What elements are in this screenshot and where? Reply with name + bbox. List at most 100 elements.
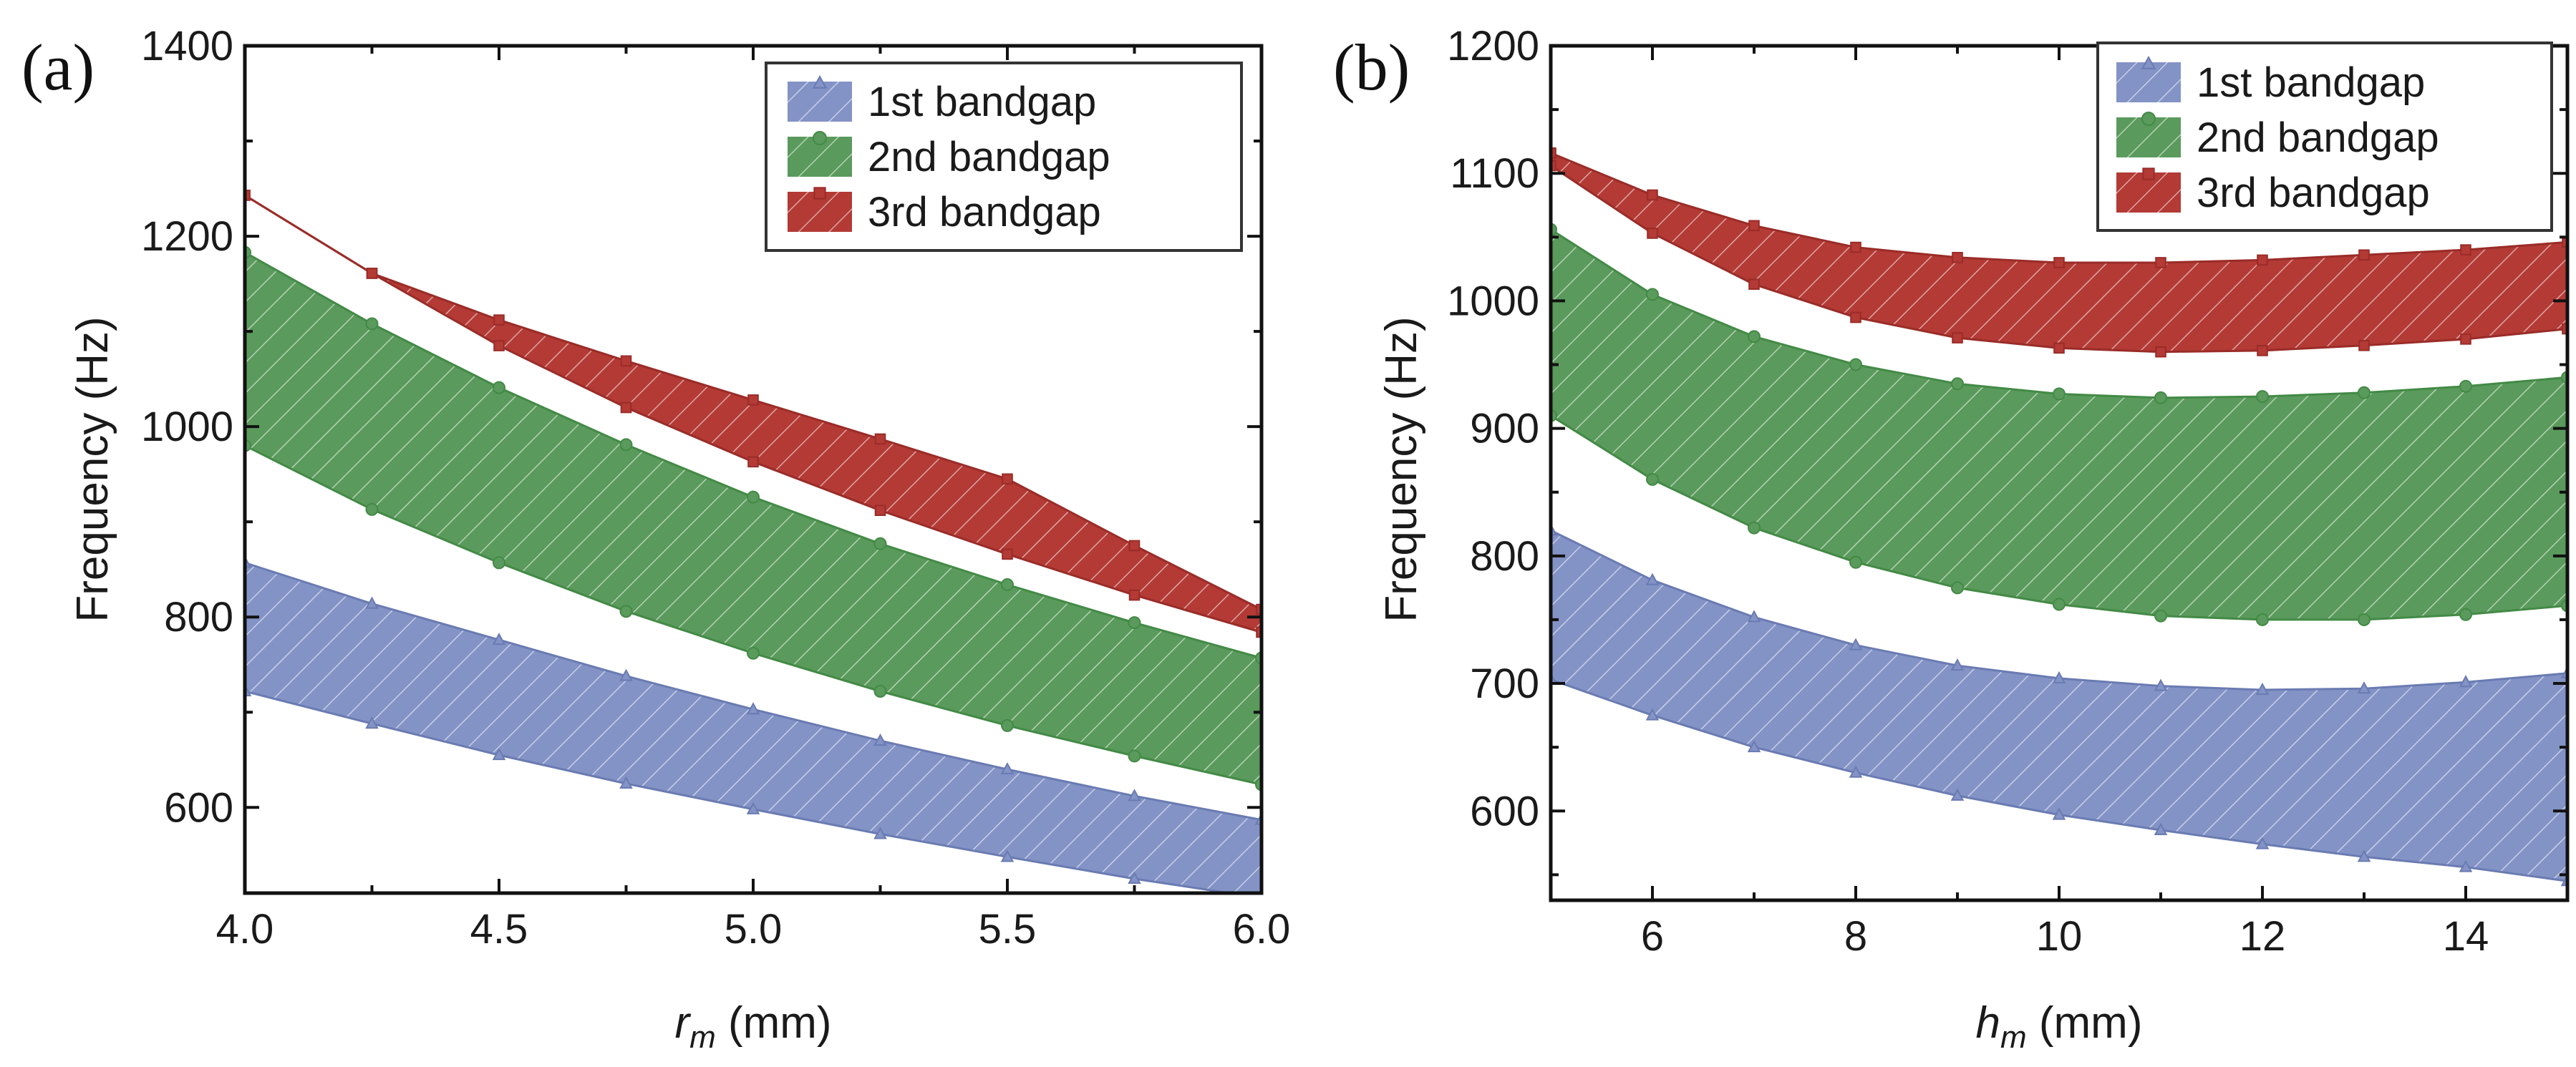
data-point-lower	[1128, 871, 1141, 885]
data-point-lower	[1849, 555, 1862, 569]
data-point-upper	[1748, 220, 1760, 232]
data-point-lower	[620, 401, 632, 414]
x-axis-variable: h	[1976, 998, 2000, 1048]
data-point-upper	[2358, 386, 2371, 399]
x-tick-label: 5.0	[725, 906, 783, 952]
legend: 1st bandgap 2nd bandgap 3rd bandgap	[2096, 42, 2553, 232]
x-tick-label: 14	[2443, 913, 2489, 960]
band-hatch-3	[1551, 152, 2567, 352]
data-point-upper	[619, 438, 633, 452]
y-tick-label: 900	[1470, 406, 1539, 452]
data-point-upper	[1128, 540, 1141, 552]
data-point-upper	[1645, 573, 1660, 585]
data-point-lower	[2053, 598, 2066, 611]
x-axis-title: rm (mm)	[674, 998, 831, 1055]
legend-marker	[2142, 167, 2155, 180]
legend-label: 2nd bandgap	[2197, 115, 2439, 161]
legend: 1st bandgap 2nd bandgap 3rd bandgap	[765, 62, 1243, 252]
data-point-upper	[2358, 249, 2370, 261]
x-tick-label: 4.0	[216, 906, 274, 952]
data-point-upper	[1128, 616, 1141, 630]
data-point-lower	[2154, 609, 2167, 623]
data-point-lower	[365, 502, 379, 516]
legend-marker-shape	[2141, 55, 2156, 69]
data-point-upper	[1951, 377, 1964, 391]
data-point-upper	[1950, 658, 1965, 671]
data-point-upper	[746, 702, 760, 715]
legend-marker-shape	[813, 187, 826, 200]
data-point-upper	[1850, 241, 1861, 253]
x-axis-unit: (mm)	[716, 998, 832, 1048]
band-hatch-3	[245, 195, 1262, 633]
y-tick-label: 1400	[141, 23, 233, 69]
legend-marker	[813, 187, 826, 200]
data-point-lower	[493, 340, 505, 351]
data-point-lower	[2255, 837, 2270, 849]
data-point-upper	[2459, 675, 2473, 688]
data-point-upper	[1551, 147, 1556, 159]
band-hatch-2	[1551, 229, 2567, 620]
data-point-lower	[873, 684, 887, 698]
x-axis-subscript: m	[2000, 1020, 2027, 1055]
data-point-lower	[2358, 613, 2371, 626]
data-point-upper	[620, 355, 632, 367]
data-point-upper	[493, 381, 505, 394]
data-point-lower	[1850, 311, 1861, 323]
data-point-upper	[493, 314, 505, 326]
band-hatch-1	[245, 562, 1262, 893]
data-point-lower	[1128, 749, 1141, 763]
data-point-lower	[2459, 859, 2473, 872]
x-tick-label: 5.5	[979, 906, 1037, 952]
data-point-upper	[1002, 473, 1013, 485]
data-point-upper	[2256, 390, 2269, 404]
band-hatch-1	[1551, 530, 2567, 882]
legend-label: 1st bandgap	[868, 79, 1096, 125]
data-point-lower	[747, 456, 759, 468]
data-point-upper	[2154, 391, 2167, 404]
legend-item-2nd-bandgap: 2nd bandgap	[788, 131, 1110, 180]
data-point-upper	[1849, 358, 1862, 371]
legend-marker	[2141, 112, 2156, 126]
x-tick-label: 8	[1844, 913, 1867, 960]
y-tick-label: 600	[164, 784, 233, 831]
data-point-lower	[1001, 718, 1014, 732]
data-point-lower	[1002, 548, 1013, 560]
data-point-lower	[1645, 708, 1660, 721]
data-point-lower	[1747, 740, 1761, 753]
y-axis-title: Frequency (Hz)	[1377, 316, 1426, 622]
legend-marker-shape	[813, 131, 827, 145]
y-tick-label: 800	[1470, 533, 1539, 580]
legend-item-3rd-bandgap: 3rd bandgap	[2116, 167, 2430, 216]
data-point-lower	[874, 505, 886, 517]
data-point-upper	[1747, 610, 1761, 623]
data-point-upper	[2155, 257, 2166, 268]
chart-panel-b: (b) 6 8 10 12 14 600 700 800 900 1000 1100 1200 Fre…	[1333, 23, 2570, 1055]
data-point-upper	[1849, 638, 1863, 651]
data-point-upper	[747, 394, 759, 406]
data-point-lower	[619, 605, 633, 618]
axis-ticks: 4.0 4.5 5.0 5.5 6.0 600 800 1000 1200 1400	[141, 23, 1290, 952]
y-tick-label: 600	[1470, 788, 1539, 834]
legend-marker	[2141, 55, 2156, 69]
y-tick-label: 1100	[1450, 150, 1539, 197]
data-point-upper	[1647, 189, 1658, 201]
data-point-lower	[365, 716, 379, 729]
data-point-upper	[873, 734, 887, 746]
legend-marker-shape	[2142, 167, 2155, 180]
data-point-upper	[2052, 671, 2066, 683]
panel-label: (b)	[1333, 31, 1410, 104]
x-tick-label: 12	[2240, 913, 2286, 960]
data-point-lower	[1951, 581, 1964, 595]
x-tick-label: 10	[2036, 913, 2083, 960]
data-point-upper	[1952, 252, 1963, 263]
data-point-lower	[1849, 765, 1863, 778]
legend-marker	[813, 131, 827, 145]
data-point-lower	[1748, 521, 1761, 535]
data-point-lower	[493, 556, 505, 570]
data-point-lower	[1551, 160, 1556, 172]
data-point-lower	[873, 827, 887, 839]
data-point-lower	[747, 646, 760, 660]
data-point-lower	[1647, 228, 1658, 239]
data-point-lower	[492, 748, 506, 761]
